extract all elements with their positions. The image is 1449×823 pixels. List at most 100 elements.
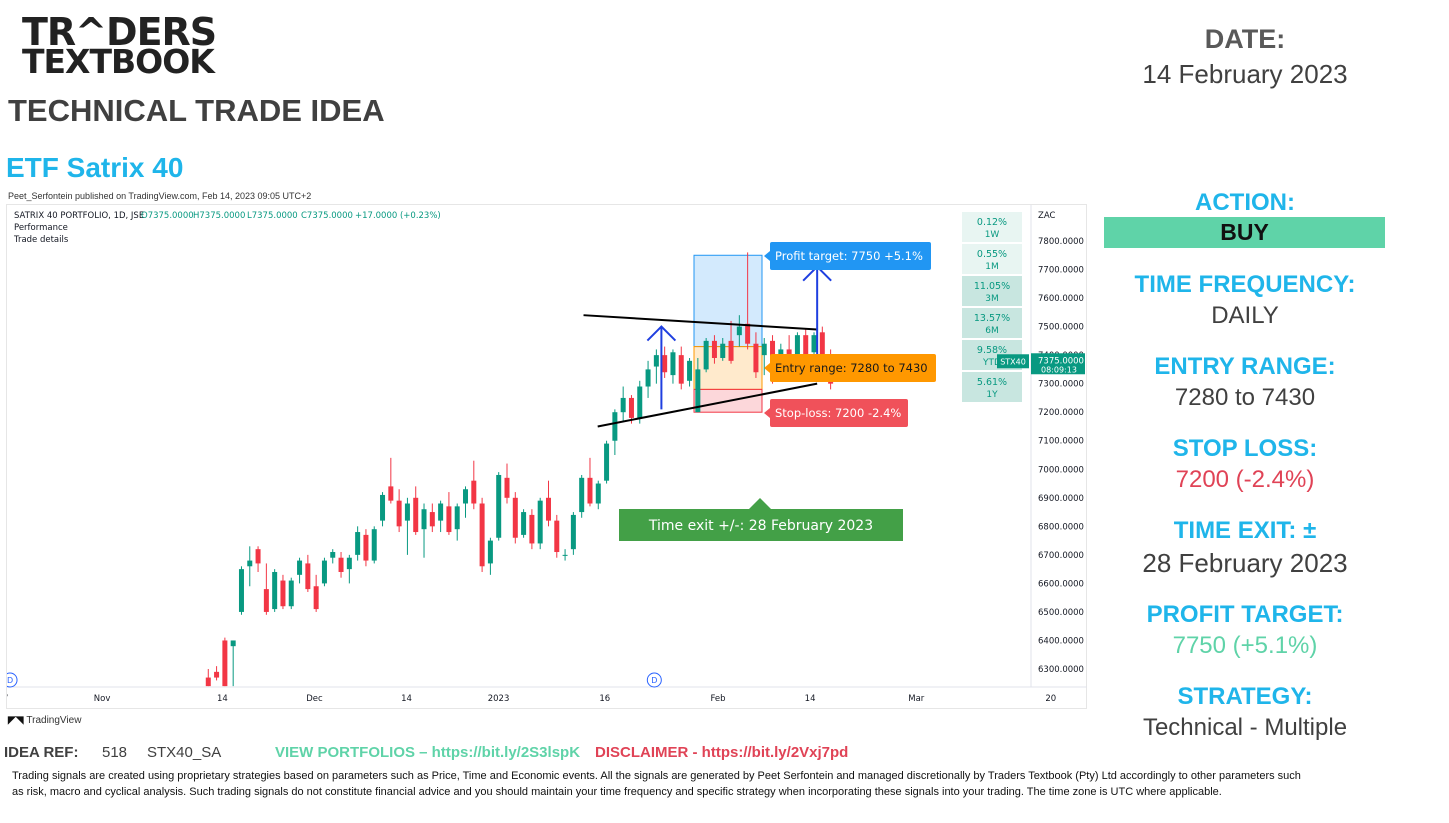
view-portfolios-link[interactable]: VIEW PORTFOLIOS – https://bit.ly/2S3lspK [275, 744, 581, 761]
candle-body [321, 560, 327, 584]
entry-range-label: ENTRY RANGE: [1154, 353, 1336, 380]
x-tick-label: Dec [306, 694, 323, 704]
candle-body [720, 343, 726, 358]
performance-period: YTD [982, 358, 1001, 368]
strategy-value: Technical - Multiple [1142, 714, 1348, 741]
x-tick-label: 14 [805, 694, 816, 704]
time-exit-value: 28 February 2023 [1142, 548, 1348, 578]
y-tick-label: 7300.0000 [1038, 380, 1084, 390]
action-label: ACTION: [1195, 189, 1295, 216]
candle-body [562, 554, 568, 556]
profit-target-tag-pointer [764, 251, 770, 261]
candle-body [595, 483, 601, 504]
performance-period: 3M [985, 294, 999, 304]
candle-body [620, 397, 626, 413]
price-tag-value: 7375.0000 [1038, 356, 1084, 366]
y-tick-label: 7700.0000 [1038, 266, 1084, 276]
tradingview-brand: ◤◥ TradingView [8, 715, 81, 726]
disclaimer-text: Trading signals are created using propri… [12, 770, 1301, 798]
chart-ohlc-value: H7375.0000 [193, 211, 245, 221]
y-tick-label: 7500.0000 [1038, 323, 1084, 333]
y-tick-label: 6400.0000 [1038, 636, 1084, 646]
candle-body [404, 503, 410, 521]
candle-body [819, 332, 825, 356]
candle-body [645, 369, 651, 387]
profit-target-value: 7750 (+5.1%) [1172, 632, 1318, 659]
idea-ref-code: STX40_SA [147, 744, 222, 761]
candle-body [280, 580, 286, 607]
candle-body [471, 480, 477, 504]
chart-indicator-label: Performance [14, 223, 68, 233]
candle-body [421, 509, 427, 530]
dividend-marker-label: D [651, 676, 657, 685]
candle-body [678, 355, 684, 384]
candle-body [288, 580, 294, 607]
candle-body [745, 323, 751, 344]
price-tag-box [1031, 353, 1085, 375]
performance-period: 1M [985, 262, 999, 272]
y-tick-label: 6800.0000 [1038, 522, 1084, 532]
performance-period: 1Y [986, 390, 998, 400]
performance-pct: 9.58% [977, 345, 1007, 356]
time-exit-text: Time exit +/-: 28 February 2023 [648, 518, 873, 534]
logo-line-2: TEXTBOOK [22, 42, 215, 81]
candle-body [811, 335, 817, 353]
candle-body [761, 343, 767, 356]
dividend-marker [7, 672, 18, 688]
traders-textbook-logo: TR^DERS TEXTBOOK [22, 13, 222, 86]
time-frequency-value: DAILY [1211, 302, 1279, 329]
y-tick-label: 7200.0000 [1038, 408, 1084, 418]
time-frequency-label: TIME FREQUENCY: [1134, 271, 1356, 298]
candle-body [587, 477, 593, 504]
y-tick-label: 7800.0000 [1038, 237, 1084, 247]
performance-cell [962, 244, 1022, 274]
published-line: Peet_Serfontein published on TradingView… [8, 191, 312, 201]
candle-body [554, 520, 560, 553]
chart-ohlc-value: +17.0000 (+0.23%) [355, 211, 441, 221]
candle-body [753, 343, 759, 373]
candle-body [545, 497, 551, 521]
tradingview-logo-icon: ◤◥ [8, 715, 24, 726]
x-tick-label: 14 [217, 694, 228, 704]
performance-pct: 0.55% [977, 249, 1007, 260]
disclaimer-link[interactable]: DISCLAIMER - https://bit.ly/2Vxj7pd [595, 744, 849, 761]
x-tick-label: 14 [401, 694, 412, 704]
x-tick-label: 17 [7, 694, 8, 704]
candle-body [736, 326, 742, 336]
candle-body [238, 569, 244, 612]
symbol-tag-box [997, 354, 1029, 369]
candle-body [794, 335, 800, 373]
tradingview-brand-text: TradingView [26, 715, 82, 726]
y-tick-label: 6700.0000 [1038, 551, 1084, 561]
candle-body [728, 340, 734, 361]
candle-body [205, 677, 211, 687]
candle-body [670, 352, 676, 376]
date-label: DATE: [1204, 24, 1286, 54]
entry-range-value: 7280 to 7430 [1174, 384, 1316, 411]
trade-summary-panel: DATE: 14 February 2023 ACTION: BUY TIME … [1100, 0, 1390, 760]
candle-body [703, 340, 709, 370]
price-chart[interactable]: SATRIX 40 PORTFOLIO, 1D, JSE O7375.0000 H7… [6, 204, 1087, 709]
y-tick-label: 6500.0000 [1038, 608, 1084, 618]
entry-range-tag-text: Entry range: 7280 to 7430 [775, 361, 928, 375]
time-exit-box [619, 509, 903, 541]
candle-body [637, 386, 643, 418]
action-buy-badge: BUY [1104, 217, 1385, 248]
stop-loss-value: 7200 (-2.4%) [1175, 466, 1315, 493]
dividend-marker-label: D [7, 676, 13, 685]
candle-body [496, 474, 502, 538]
idea-ref-number: 518 [102, 744, 128, 761]
performance-cell [962, 372, 1022, 402]
candle-body [662, 355, 668, 373]
candle-body [305, 563, 311, 590]
candle-body [380, 494, 386, 521]
candle-body [355, 532, 361, 555]
candle-body [446, 506, 452, 533]
candle-body [454, 506, 460, 530]
candle-body [512, 497, 518, 538]
candle-body [330, 552, 336, 558]
candle-body [579, 477, 585, 513]
candle-body [272, 571, 278, 610]
page-title: TECHNICAL TRADE IDEA [8, 93, 385, 128]
